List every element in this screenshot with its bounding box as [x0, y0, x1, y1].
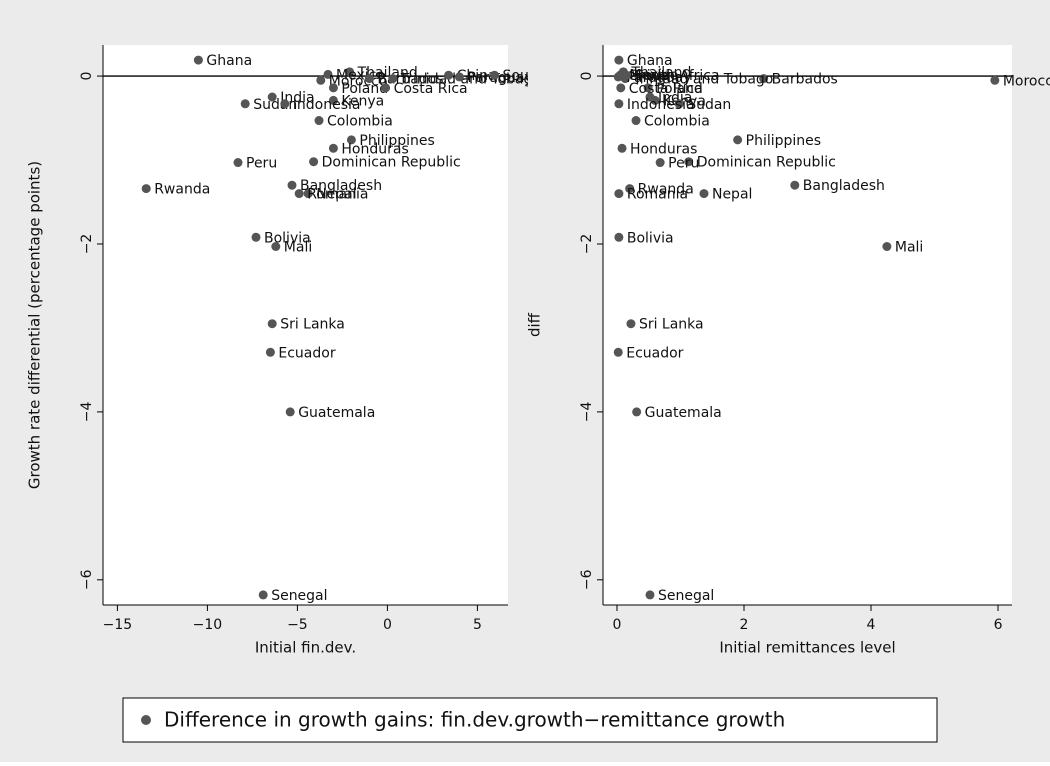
y-tick-label: −6 — [579, 569, 595, 590]
y-tick-label: 0 — [579, 72, 595, 81]
legend-marker — [141, 715, 151, 725]
x-tick-label: 5 — [473, 617, 482, 633]
point — [316, 76, 325, 85]
point — [614, 233, 623, 242]
point-label: Ecuador — [626, 345, 683, 361]
point — [614, 56, 623, 65]
point-label: Sri Lanka — [639, 317, 704, 333]
point — [733, 135, 742, 144]
point-label: Barbados — [772, 72, 838, 88]
panel: −6 −4 −2 0 −15 −10 −5 0 5 Initial fin.dev. Growth … — [26, 45, 588, 657]
point-label: Colombia — [644, 114, 710, 130]
legend-label: Difference in growth gains: fin.dev.grow… — [164, 708, 785, 732]
x-tick-label: 6 — [994, 617, 1003, 633]
point — [271, 242, 280, 251]
point — [790, 181, 799, 190]
panel: −6 −4 −2 0 0 2 4 6 Initial remittances level diff… — [526, 45, 1050, 657]
point-label: Bolivia — [627, 230, 674, 246]
point-label: Romania — [627, 187, 688, 203]
point-label: Ecuador — [278, 345, 335, 361]
y-tick-label: 0 — [79, 72, 95, 81]
point — [266, 348, 275, 357]
x-tick-label: −15 — [103, 617, 133, 633]
x-tick-label: 0 — [613, 617, 622, 633]
point — [632, 407, 641, 416]
point-label: Colombia — [327, 114, 393, 130]
point-label: Sudan — [253, 97, 297, 113]
point-label: Mali — [895, 239, 923, 255]
point-label: Dominican Republic — [322, 155, 461, 171]
point — [268, 319, 277, 328]
point — [699, 189, 708, 198]
point-label: Philippines — [746, 133, 821, 149]
y-tick-label: −2 — [579, 234, 595, 255]
point — [614, 189, 623, 198]
point-label: Senegal — [658, 588, 714, 604]
x-axis-title: Initial fin.dev. — [255, 639, 356, 657]
x-tick-label: −10 — [193, 617, 223, 633]
point — [234, 158, 243, 167]
point-label: Mali — [284, 239, 312, 255]
x-tick-label: −5 — [287, 617, 308, 633]
point — [614, 348, 623, 357]
point — [329, 144, 338, 153]
x-tick-label: 0 — [383, 617, 392, 633]
point — [616, 83, 625, 92]
point — [194, 56, 203, 65]
point-label: Romania — [307, 187, 368, 203]
point — [241, 99, 250, 108]
y-axis-title: Growth rate differential (percentage poi… — [26, 161, 44, 489]
point — [618, 144, 627, 153]
point — [142, 184, 151, 193]
x-tick-label: 2 — [740, 617, 749, 633]
point — [280, 99, 289, 108]
point — [622, 71, 631, 80]
point — [626, 319, 635, 328]
point-label: Dominican Republic — [697, 155, 836, 171]
y-tick-label: −4 — [79, 401, 95, 422]
point-label: Nepal — [712, 187, 752, 203]
point — [315, 116, 324, 125]
point — [614, 99, 623, 108]
x-tick-label: 4 — [867, 617, 876, 633]
point — [882, 242, 891, 251]
point-label: Peru — [668, 156, 699, 172]
point — [444, 71, 453, 80]
point-label: Costa Rica — [394, 81, 468, 97]
y-tick-label: −6 — [79, 569, 95, 590]
point — [381, 83, 390, 92]
x-axis-title: Initial remittances level — [719, 639, 895, 657]
point — [329, 83, 338, 92]
point-label: Peru — [246, 156, 277, 172]
point — [656, 158, 665, 167]
point-label: Sri Lanka — [280, 317, 345, 333]
point — [295, 189, 304, 198]
point-label: Indonesia — [627, 97, 695, 113]
point-label: Senegal — [271, 588, 327, 604]
point-label: Rwanda — [154, 182, 210, 198]
point — [288, 181, 297, 190]
point — [614, 72, 623, 81]
point — [632, 116, 641, 125]
y-tick-label: −2 — [79, 234, 95, 255]
y-tick-label: −4 — [579, 401, 595, 422]
point-label: Morocco — [1003, 73, 1050, 89]
point — [286, 407, 295, 416]
point — [309, 157, 318, 166]
point — [990, 76, 999, 85]
point-label: Ghana — [206, 53, 252, 69]
point — [645, 590, 654, 599]
point-label: Bangladesh — [803, 178, 885, 194]
point-label: Indonesia — [293, 97, 361, 113]
point-label: Guatemala — [645, 405, 722, 421]
point — [490, 71, 499, 80]
y-axis-title: diff — [526, 312, 544, 337]
point-label: Guatemala — [298, 405, 375, 421]
point — [259, 590, 268, 599]
point — [252, 233, 261, 242]
